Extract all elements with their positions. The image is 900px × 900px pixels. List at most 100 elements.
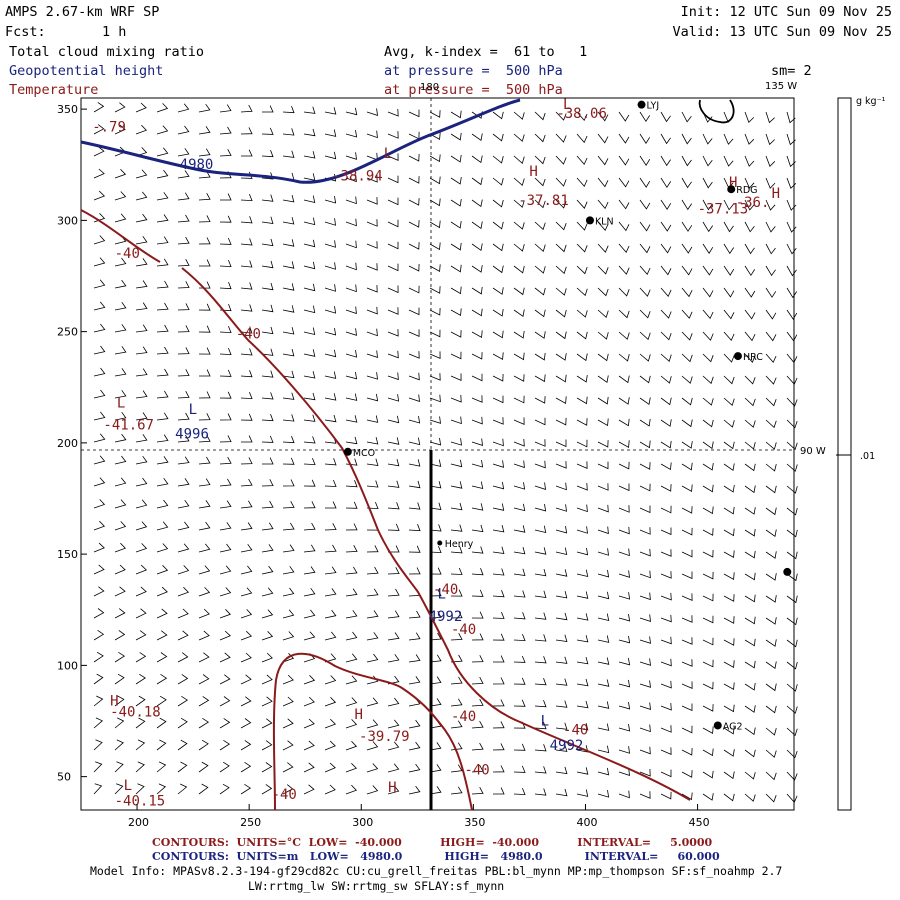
wind-barb [303, 195, 316, 204]
wind-barb [660, 133, 671, 145]
x-tick-label: 300 [352, 816, 373, 829]
wind-barb [660, 505, 672, 514]
wind-barb [681, 309, 693, 319]
wind-barb [198, 761, 209, 773]
wind-barb [618, 133, 630, 144]
wind-barb [765, 595, 777, 603]
wind-barb [114, 102, 126, 113]
wind-barb [303, 436, 316, 444]
wind-barb [345, 784, 358, 795]
wind-barb [177, 103, 190, 113]
wind-barb [198, 347, 211, 355]
wind-barb [408, 153, 420, 162]
wind-barb [555, 722, 568, 730]
wind-barb [660, 747, 672, 756]
wind-barb [156, 456, 169, 465]
wind-barb [177, 478, 190, 487]
wind-barb [576, 353, 588, 362]
wind-barb [429, 545, 442, 554]
wind-barb [639, 309, 651, 319]
wind-barb [639, 133, 651, 144]
wind-barb [429, 329, 441, 338]
wind-barb [324, 784, 336, 795]
wind-barb [723, 463, 735, 471]
wind-barb [660, 155, 671, 167]
wind-barb [177, 652, 189, 663]
wind-barb [345, 152, 357, 160]
wind-barb [723, 265, 735, 276]
wind-barb [660, 636, 672, 645]
wind-barb [366, 306, 378, 315]
wind-barb [324, 631, 337, 641]
temp-label: -40.18 [110, 705, 161, 721]
colorbar-unit: g kg⁻¹ [856, 96, 886, 107]
wind-barb [114, 346, 127, 355]
wind-barb [681, 111, 692, 123]
contour-lines [80, 98, 735, 811]
station-dot [343, 447, 352, 456]
wind-barb [177, 325, 190, 333]
wind-barb [744, 638, 756, 647]
wind-barb [429, 611, 442, 619]
wind-barb [219, 149, 232, 157]
wind-barb [744, 221, 755, 233]
wind-barb [513, 374, 525, 382]
wind-barb [744, 550, 756, 559]
wind-barb [723, 793, 735, 802]
wind-barb [471, 221, 483, 230]
wind-barb [240, 391, 253, 400]
wind-barb [723, 331, 735, 342]
wind-barb [282, 261, 295, 269]
wind-barb [723, 594, 735, 602]
wind-barb [493, 787, 505, 795]
wind-barb [177, 434, 190, 443]
wind-barb [723, 199, 734, 211]
wind-barb [513, 460, 525, 469]
height-label: 4992 [550, 738, 584, 754]
wind-barb [156, 390, 169, 399]
wind-barb [114, 542, 127, 553]
wind-barb [156, 214, 169, 223]
wind-barb [345, 130, 358, 138]
wind-barb [114, 673, 125, 685]
wind-barb [450, 481, 463, 489]
wind-barb [576, 635, 589, 643]
wind-barb [702, 375, 714, 385]
wind-barb [177, 499, 190, 509]
wind-barb [786, 551, 798, 560]
wind-barb [387, 654, 400, 663]
wind-barb [366, 219, 378, 227]
wind-barb [303, 106, 316, 114]
wind-barb [240, 104, 253, 113]
wind-barb [471, 546, 484, 554]
wind-barb [198, 696, 210, 707]
wind-barb [513, 287, 525, 296]
wind-barb [219, 587, 232, 597]
wind-barb [555, 678, 568, 686]
wind-barb [576, 375, 588, 383]
wind-barb [534, 374, 546, 383]
temp-label: -37.81 [518, 193, 569, 209]
wind-barb [702, 397, 714, 406]
wind-barb [135, 652, 147, 663]
wind-barb [282, 239, 295, 247]
wind-barb [534, 744, 547, 752]
wind-barb [702, 133, 713, 145]
wind-barb [345, 523, 358, 531]
wind-barb [219, 126, 232, 135]
wind-barb [702, 463, 714, 471]
wind-barb [387, 307, 399, 315]
wind-barb [534, 287, 546, 296]
wind-barb [702, 528, 714, 536]
wind-barb [765, 507, 777, 516]
wind-barb [450, 308, 462, 316]
wind-barb [408, 329, 420, 338]
wind-barb [240, 216, 253, 224]
wind-barb [492, 111, 504, 120]
wind-barb [513, 417, 525, 426]
wind-barb [366, 480, 379, 488]
wind-barb [492, 438, 504, 447]
wind-barb [660, 440, 672, 449]
station-label: Henry [445, 539, 474, 550]
wind-barb [261, 348, 274, 356]
